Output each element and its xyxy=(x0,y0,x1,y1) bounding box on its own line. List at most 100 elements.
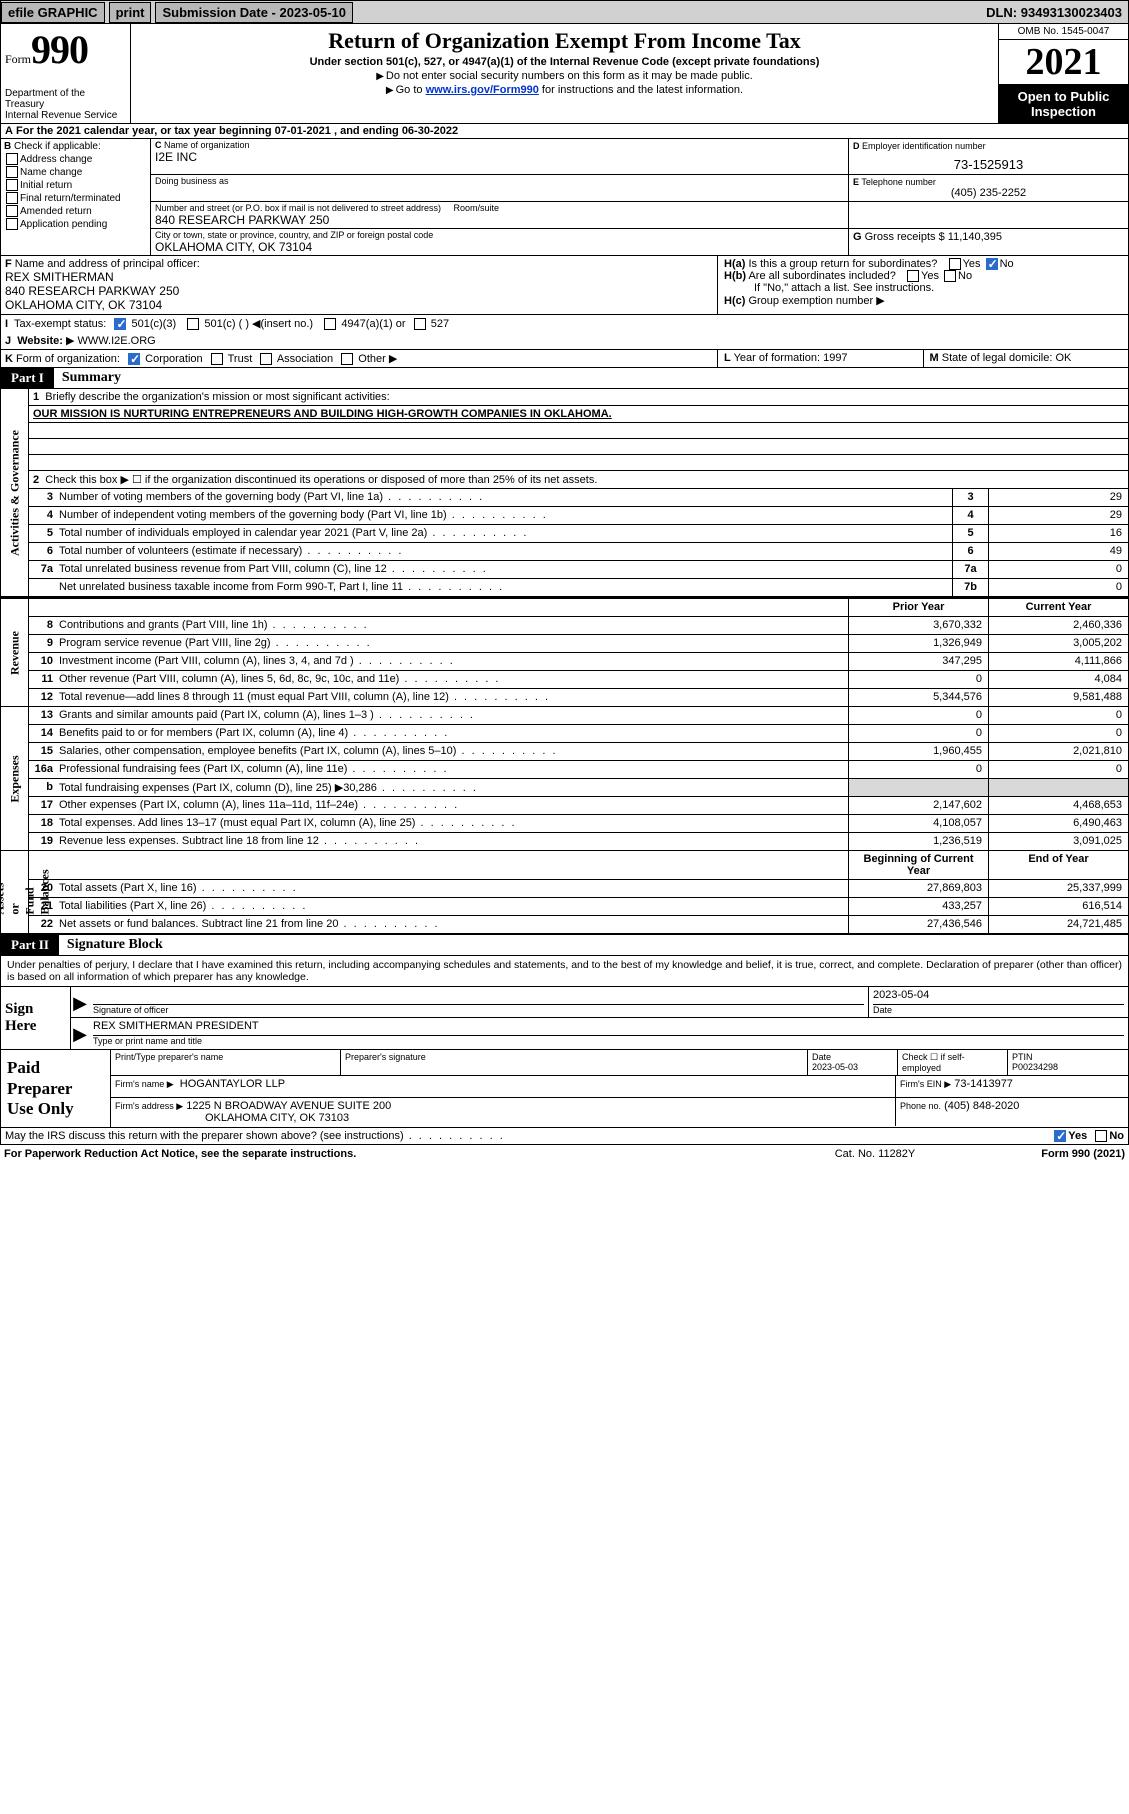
i-opt-1: 501(c) ( ) ◀(insert no.) xyxy=(204,318,313,330)
k-opt-0: Corporation xyxy=(145,353,202,365)
officer-signature-line[interactable] xyxy=(93,989,864,1005)
chk-initial-return[interactable]: Initial return xyxy=(4,179,147,191)
k-trust[interactable] xyxy=(211,353,223,365)
hb-no[interactable] xyxy=(944,270,956,282)
irs-link[interactable]: www.irs.gov/Form990 xyxy=(426,84,539,96)
exp-line-14: 14Benefits paid to or for members (Part … xyxy=(29,725,1128,743)
hb-yes[interactable] xyxy=(907,270,919,282)
submission-date-label: Submission Date - xyxy=(162,5,279,20)
g-gross-label: Gross receipts $ xyxy=(865,231,945,243)
line-num: 10 xyxy=(29,653,55,670)
hb-label: Are all subordinates included? xyxy=(748,270,895,282)
line-desc: Total expenses. Add lines 13–17 (must eq… xyxy=(55,815,848,832)
chk-application-pending[interactable]: Application pending xyxy=(4,218,147,230)
line-val: 0 xyxy=(988,579,1128,596)
k-corp[interactable] xyxy=(128,353,140,365)
row-a-pre: For the 2021 calendar year, or tax year … xyxy=(16,125,275,137)
i-4947[interactable] xyxy=(324,318,336,330)
ha-no[interactable] xyxy=(986,258,998,270)
gov-line-4: 4Number of independent voting members of… xyxy=(29,507,1128,525)
e-phone-label: Telephone number xyxy=(861,177,936,187)
line-num: 8 xyxy=(29,617,55,634)
i-527[interactable] xyxy=(414,318,426,330)
net-header-row: Beginning of Current Year End of Year xyxy=(29,851,1128,880)
sign-here-block: Sign Here ▶ Signature of officer 2023-05… xyxy=(0,987,1129,1050)
prior-val: 4,108,057 xyxy=(848,815,988,832)
line-num: b xyxy=(29,779,55,796)
line-num: 9 xyxy=(29,635,55,652)
gov-line-6: 6Total number of volunteers (estimate if… xyxy=(29,543,1128,561)
line-num: 16a xyxy=(29,761,55,778)
block-net-assets: Net Assets or Fund Balances Beginning of… xyxy=(0,851,1129,935)
form-id-block: Form990 Department of the Treasury Inter… xyxy=(1,24,131,123)
exp-line-16a: 16aProfessional fundraising fees (Part I… xyxy=(29,761,1128,779)
chk-name-change[interactable]: Name change xyxy=(4,166,147,178)
k-other[interactable] xyxy=(341,353,353,365)
exp-line-13: 13Grants and similar amounts paid (Part … xyxy=(29,707,1128,725)
q1-mission-text: OUR MISSION IS NURTURING ENTREPRENEURS A… xyxy=(33,408,612,420)
line-desc: Total revenue—add lines 8 through 11 (mu… xyxy=(55,689,848,706)
line-desc: Total number of individuals employed in … xyxy=(55,525,952,542)
prior-val: 0 xyxy=(848,761,988,778)
i-501c3[interactable] xyxy=(114,318,126,330)
part-2-badge: Part II xyxy=(1,935,59,955)
line-box: 4 xyxy=(952,507,988,524)
block-revenue: Revenue Prior Year Current Year 8Contrib… xyxy=(0,597,1129,707)
row-a-mid: , and ending xyxy=(334,125,402,137)
ha-label: Is this a group return for subordinates? xyxy=(748,258,937,270)
officer-name-value: REX SMITHERMAN PRESIDENT xyxy=(93,1020,1124,1036)
i-opt-2: 4947(a)(1) or xyxy=(341,318,405,330)
chk-final-return[interactable]: Final return/terminated xyxy=(4,192,147,204)
c-addr-label: Number and street (or P.O. box if mail i… xyxy=(155,203,844,213)
line-val: 0 xyxy=(988,561,1128,578)
section-b: B Check if applicable: Address change Na… xyxy=(1,139,151,255)
c-dba-label: Doing business as xyxy=(155,176,844,186)
line-val: 49 xyxy=(988,543,1128,560)
col-eoy: End of Year xyxy=(988,851,1128,879)
k-assoc[interactable] xyxy=(260,353,272,365)
line-desc: Program service revenue (Part VIII, line… xyxy=(55,635,848,652)
chk-address-change-label: Address change xyxy=(20,154,92,165)
current-val xyxy=(988,779,1128,796)
c-org-name: I2E INC xyxy=(155,150,844,164)
dln-cell: DLN: 93493130023403 xyxy=(986,5,1128,20)
discuss-no[interactable] xyxy=(1095,1130,1107,1142)
prior-val: 347,295 xyxy=(848,653,988,670)
chk-amended-return[interactable]: Amended return xyxy=(4,205,147,217)
form-subtitle-3: Go to www.irs.gov/Form990 for instructio… xyxy=(137,84,992,96)
line-val: 29 xyxy=(988,489,1128,506)
i-opt-0: 501(c)(3) xyxy=(132,318,177,330)
line-desc: Number of voting members of the governin… xyxy=(55,489,952,506)
sig-arrow-1: ▶ xyxy=(71,987,89,1017)
mission-blank-1 xyxy=(29,423,1128,439)
line-val: 16 xyxy=(988,525,1128,542)
sig-arrow-2: ▶ xyxy=(71,1018,89,1048)
prior-val: 27,869,803 xyxy=(848,880,988,897)
line-desc: Total liabilities (Part X, line 26) xyxy=(55,898,848,915)
line-desc: Total unrelated business revenue from Pa… xyxy=(55,561,952,578)
chk-address-change[interactable]: Address change xyxy=(4,153,147,165)
net-line-21: 21Total liabilities (Part X, line 26)433… xyxy=(29,898,1128,916)
omb-number: OMB No. 1545-0047 xyxy=(999,24,1128,40)
line-num: 19 xyxy=(29,833,55,850)
exp-line-18: 18Total expenses. Add lines 13–17 (must … xyxy=(29,815,1128,833)
print-button[interactable]: print xyxy=(109,2,152,23)
i-501c[interactable] xyxy=(187,318,199,330)
current-val: 0 xyxy=(988,707,1128,724)
chk-name-change-label: Name change xyxy=(20,167,82,178)
firm-addr-row: Firm's address ▶ 1225 N BROADWAY AVENUE … xyxy=(111,1098,896,1126)
current-val: 616,514 xyxy=(988,898,1128,915)
current-val: 0 xyxy=(988,725,1128,742)
block-expenses: Expenses 13Grants and similar amounts pa… xyxy=(0,707,1129,851)
prep-col5: PTINP00234298 xyxy=(1008,1050,1128,1075)
discuss-yes[interactable] xyxy=(1054,1130,1066,1142)
block-governance: Activities & Governance 1 Briefly descri… xyxy=(0,389,1129,597)
rev-line-10: 10Investment income (Part VIII, column (… xyxy=(29,653,1128,671)
q1-label: Briefly describe the organization's miss… xyxy=(45,391,389,403)
tax-year: 2021 xyxy=(999,40,1128,85)
ha-yes[interactable] xyxy=(949,258,961,270)
prior-val: 1,326,949 xyxy=(848,635,988,652)
col-boy: Beginning of Current Year xyxy=(848,851,988,879)
k-opt-3: Other xyxy=(358,353,386,365)
k-label: Form of organization: xyxy=(16,353,120,365)
